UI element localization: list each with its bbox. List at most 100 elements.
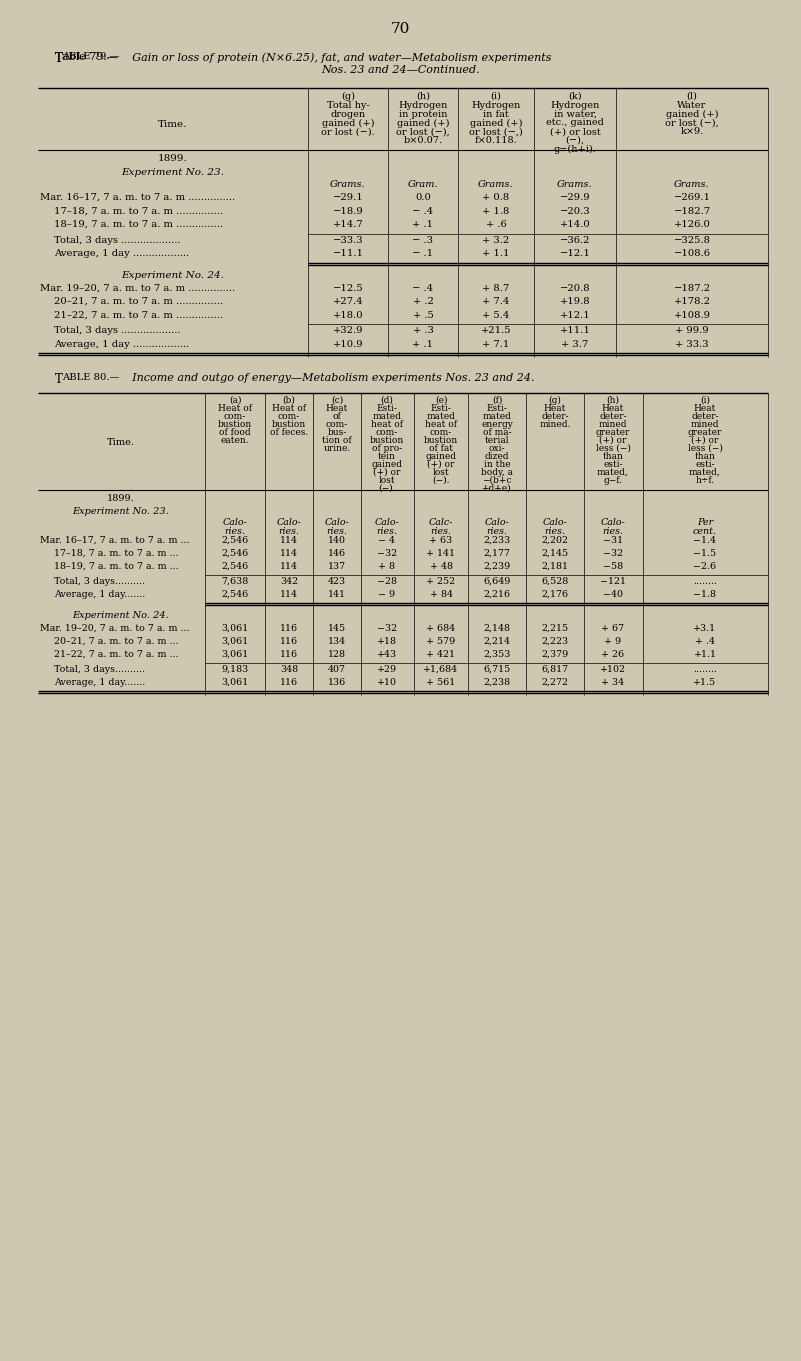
Text: 6,715: 6,715 <box>483 666 510 674</box>
Text: 116: 116 <box>280 623 298 633</box>
Text: 6,528: 6,528 <box>541 577 569 587</box>
Text: 7,638: 7,638 <box>221 577 248 587</box>
Text: +10.9: +10.9 <box>332 339 364 348</box>
Text: +d+e).: +d+e). <box>481 485 513 493</box>
Text: mined.: mined. <box>539 421 570 429</box>
Text: Calo-: Calo- <box>601 519 626 527</box>
Text: Heat: Heat <box>326 404 348 412</box>
Text: −1.4: −1.4 <box>694 536 717 544</box>
Text: + 3.2: + 3.2 <box>482 235 509 245</box>
Text: T: T <box>55 52 62 65</box>
Text: energy: energy <box>481 421 513 429</box>
Text: body, a: body, a <box>481 468 513 476</box>
Text: Income and outgo of energy—Metabolism experiments Nos. 23 and 24.: Income and outgo of energy—Metabolism ex… <box>130 373 534 382</box>
Text: less (−): less (−) <box>596 444 630 453</box>
Text: + 63: + 63 <box>429 536 453 544</box>
Text: Experiment No. 24.: Experiment No. 24. <box>122 271 224 279</box>
Text: +108.9: +108.9 <box>674 310 710 320</box>
Text: −20.3: −20.3 <box>560 207 590 215</box>
Text: −29.9: −29.9 <box>560 193 590 201</box>
Text: terial: terial <box>485 436 509 445</box>
Text: 2,546: 2,546 <box>221 562 248 572</box>
Text: of food: of food <box>219 427 251 437</box>
Text: mated,: mated, <box>597 468 629 476</box>
Text: deter-: deter- <box>541 412 569 421</box>
Text: 18–19, 7 a. m. to 7 a. m ...............: 18–19, 7 a. m. to 7 a. m ............... <box>54 220 223 229</box>
Text: 21–22, 7 a. m. to 7 a. m ...: 21–22, 7 a. m. to 7 a. m ... <box>54 651 179 659</box>
Text: + 561: + 561 <box>426 678 456 687</box>
Text: Total, 3 days..........: Total, 3 days.......... <box>54 577 145 587</box>
Text: +126.0: +126.0 <box>674 220 710 229</box>
Text: Mar. 16–17, 7 a. m. to 7 a. m ...: Mar. 16–17, 7 a. m. to 7 a. m ... <box>40 536 190 544</box>
Text: Experiment No. 23.: Experiment No. 23. <box>122 167 224 177</box>
Text: Esti-: Esti- <box>486 404 508 412</box>
Text: − .4: − .4 <box>413 207 433 215</box>
Text: Heat of: Heat of <box>272 404 306 412</box>
Text: Grams.: Grams. <box>557 180 593 189</box>
Text: Calo-: Calo- <box>276 519 301 527</box>
Text: tein: tein <box>378 452 396 461</box>
Text: − .4: − .4 <box>413 283 433 293</box>
Text: etc., gained: etc., gained <box>546 118 604 128</box>
Text: + .3: + .3 <box>413 327 433 335</box>
Text: (i): (i) <box>490 93 501 101</box>
Text: 407: 407 <box>328 666 346 674</box>
Text: Grams.: Grams. <box>674 180 710 189</box>
Text: Average, 1 day.......: Average, 1 day....... <box>54 678 145 687</box>
Text: Calo-: Calo- <box>324 519 349 527</box>
Text: gained (+): gained (+) <box>666 110 718 118</box>
Text: tion of: tion of <box>322 436 352 445</box>
Text: bustion: bustion <box>218 421 252 429</box>
Text: +14.7: +14.7 <box>332 220 364 229</box>
Text: +1,684: +1,684 <box>424 666 458 674</box>
Text: + 7.4: + 7.4 <box>482 297 509 306</box>
Text: of: of <box>332 412 341 421</box>
Text: (−).: (−). <box>378 485 396 493</box>
Text: gained (+): gained (+) <box>396 118 449 128</box>
Text: Gain or loss of protein (N×6.25), fat, and water—Metabolism experiments: Gain or loss of protein (N×6.25), fat, a… <box>130 52 552 63</box>
Text: Average, 1 day ..................: Average, 1 day .................. <box>54 339 189 348</box>
Text: gained: gained <box>372 460 402 470</box>
Text: 0.0: 0.0 <box>415 193 431 201</box>
Text: Hydrogen: Hydrogen <box>550 101 600 110</box>
Text: 2,215: 2,215 <box>541 623 569 633</box>
Text: 141: 141 <box>328 591 346 599</box>
Text: g−(h+i).: g−(h+i). <box>553 144 597 154</box>
Text: ........: ........ <box>693 666 717 674</box>
Text: ABLE 79.—: ABLE 79.— <box>62 52 119 61</box>
Text: (+) or: (+) or <box>427 460 455 470</box>
Text: + 1.8: + 1.8 <box>482 207 509 215</box>
Text: 140: 140 <box>328 536 346 544</box>
Text: −121: −121 <box>600 577 626 587</box>
Text: +12.1: +12.1 <box>560 310 590 320</box>
Text: 2,546: 2,546 <box>221 591 248 599</box>
Text: Total, 3 days..........: Total, 3 days.......... <box>54 666 145 674</box>
Text: 1899.: 1899. <box>158 154 188 163</box>
Text: 2,176: 2,176 <box>541 591 569 599</box>
Text: 114: 114 <box>280 536 298 544</box>
Text: + .6: + .6 <box>485 220 506 229</box>
Text: com-: com- <box>376 427 398 437</box>
Text: −269.1: −269.1 <box>674 193 710 201</box>
Text: −36.2: −36.2 <box>560 235 590 245</box>
Text: urine.: urine. <box>324 444 351 453</box>
Text: com-: com- <box>278 412 300 421</box>
Text: bus-: bus- <box>328 427 347 437</box>
Text: mated: mated <box>427 412 456 421</box>
Text: eaten.: eaten. <box>221 436 249 445</box>
Text: 6,649: 6,649 <box>483 577 511 587</box>
Text: Calo-: Calo- <box>375 519 400 527</box>
Text: + .1: + .1 <box>413 339 433 348</box>
Text: 17–18, 7 a. m. to 7 a. m ...............: 17–18, 7 a. m. to 7 a. m ............... <box>54 207 223 215</box>
Text: Esti-: Esti- <box>376 404 397 412</box>
Text: ries.: ries. <box>279 527 300 535</box>
Text: ries.: ries. <box>486 527 508 535</box>
Text: +14.0: +14.0 <box>560 220 590 229</box>
Text: than: than <box>694 452 715 461</box>
Text: −1.8: −1.8 <box>694 591 717 599</box>
Text: mated: mated <box>482 412 511 421</box>
Text: 2,148: 2,148 <box>484 623 510 633</box>
Text: 3,061: 3,061 <box>221 637 248 646</box>
Text: drogen: drogen <box>331 110 365 118</box>
Text: +10: +10 <box>377 678 397 687</box>
